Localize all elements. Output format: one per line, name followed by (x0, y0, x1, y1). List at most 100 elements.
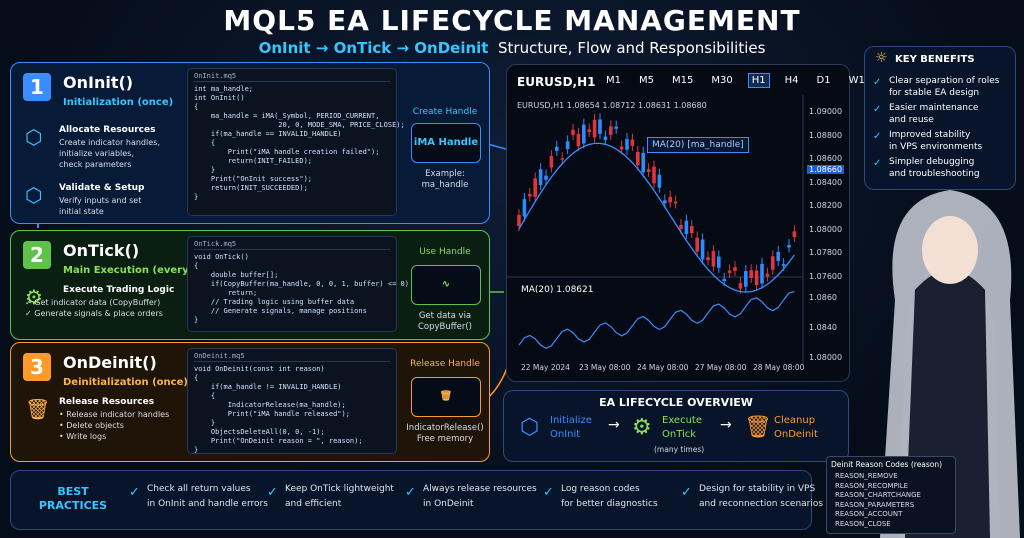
benefits-title: KEY BENEFITS (895, 54, 975, 65)
check-icon: ✓ (681, 485, 692, 500)
handle-label: Create Handle (412, 107, 478, 117)
code-line: ObjectsDeleteAll(0, 0, -1); (194, 428, 325, 436)
stage-icon: ⬡ (25, 125, 43, 149)
practice-line: Check all return values (147, 484, 251, 494)
overview-title: EA LIFECYCLE OVERVIEW (599, 396, 753, 409)
candle-body (776, 251, 780, 262)
code-line: } (194, 419, 216, 427)
chart-symbol: EURUSD,H1 (517, 75, 596, 89)
step-handler: OnDeinit (774, 429, 818, 440)
code-line: if(CopyBuffer(ma_handle, 0, 0, 1, buffer… (194, 280, 409, 288)
item-line: • Write logs (59, 432, 107, 441)
code-line: { (194, 392, 216, 400)
code-line: int ma_handle; (194, 85, 254, 93)
stage-box: 2 OnTick() Main Execution (every tick) ⚙ Exe… (10, 230, 490, 340)
candle-body (717, 256, 721, 268)
candle-body (711, 251, 716, 267)
practice-line: for better diagnostics (561, 499, 658, 509)
candle-body (582, 124, 586, 144)
code-line: Print("OnInit success"); (194, 175, 313, 183)
stage-number: 3 (23, 353, 51, 381)
timeframe: M30 (711, 75, 733, 86)
candle-body (673, 201, 678, 204)
benefits-panel: KEY BENEFITS ☼ ✓ Clear separation of role… (864, 46, 1016, 190)
candle-body (598, 119, 602, 134)
price-label: 1.07600 (809, 271, 843, 281)
stage-number: 2 (23, 241, 51, 269)
handle-box: ∿ (411, 265, 481, 305)
candle-body (652, 166, 656, 184)
stage-box: 3 OnDeinit() Deinitialization (once) 🗑 Relea… (10, 342, 490, 462)
code-line: if(ma_handle != INVALID_HANDLE) (194, 383, 342, 391)
ma-line (518, 142, 795, 293)
item-line: • Release indicator handles (59, 410, 170, 419)
code-line: } (194, 316, 199, 324)
candle-body (690, 226, 694, 234)
practices-title: BEST PRACTICES (23, 485, 123, 513)
handle-note: CopyBuffer() (418, 322, 472, 332)
candle-body (614, 126, 618, 129)
stage-subtitle: Initialization (once) (63, 97, 174, 108)
check-icon: ✓ (129, 485, 140, 500)
code-panel: OnInit.mq5 int ma_handle; int OnInit(){ ma… (187, 68, 405, 216)
code-line: Print("iMA handle released"); (194, 410, 350, 418)
practice-line: in OnDeinit (423, 499, 474, 509)
flow: OnInit → OnTick → OnDeinit (258, 39, 489, 57)
price-label: 1.09000 (809, 107, 843, 116)
candle-body (668, 196, 672, 203)
ma-annotation: MA(20) [ma_handle] (647, 137, 749, 153)
candle-body (663, 200, 667, 204)
price-label: 1.08800 (809, 130, 843, 140)
sub-line (518, 291, 795, 350)
code-line: return(INIT_SUCCEEDED); (194, 184, 308, 192)
candle-body (603, 136, 608, 141)
candle-body (744, 271, 748, 287)
practice-line: Log reason codes (561, 484, 640, 494)
handle-note: Get data via (418, 311, 472, 321)
candle-body (738, 283, 743, 289)
sub-label: MA(20) 1.08621 (521, 285, 594, 295)
chart-plot (507, 95, 804, 365)
code-line: } (194, 446, 199, 454)
title: MQL5 EA LIFECYCLE MANAGEMENT (223, 4, 801, 37)
code-line: double buffer[]; (194, 271, 279, 279)
handle-note: IndicatorRelease() (406, 423, 484, 433)
check-icon: ✓ (873, 158, 882, 169)
stage-box: 1 OnInit() Initialization (once) ⬡ Allocate … (10, 62, 490, 224)
candle-body (706, 257, 710, 261)
handle-label: Release Handle (410, 359, 480, 369)
subtitle-text: Structure, Flow and Responsibilities (498, 39, 766, 57)
benefit-line: for stable EA design (889, 88, 980, 98)
character-face (922, 216, 978, 284)
stage-icon: 🗑 (25, 397, 51, 421)
current-price: 1.08660 (807, 165, 845, 174)
benefit-line: and reuse (889, 115, 934, 125)
step-icon: ⬡ (520, 415, 540, 440)
step-arrow: → (720, 417, 732, 433)
reason-code: REASON_ACCOUNT (835, 510, 903, 518)
code-line: IndicatorRelease(ma_handle); (194, 401, 346, 409)
candle-body (609, 126, 613, 135)
handle-label: Use Handle (419, 247, 471, 257)
practices-title-line: BEST (57, 485, 89, 498)
code-line: Print("iMA handle creation failed"); (194, 148, 380, 156)
stage-name: OnDeinit() (63, 353, 157, 372)
code-line: ma_handle = iMA(_Symbol, PERIOD_CURRENT, (194, 112, 380, 120)
candle-body (625, 139, 629, 150)
check-icon: ✓ (873, 131, 882, 142)
code-panel: OnTick.mq5 void OnTick(){ double buffer[]… (187, 236, 409, 332)
candle-body (619, 146, 624, 150)
candle-body (679, 224, 683, 230)
check-icon: ✓ (543, 485, 554, 500)
code-line: void OnDeinit(const int reason) (194, 365, 325, 373)
practice-line: Keep OnTick lightweight (285, 484, 394, 494)
sub-price-label: 1.0860 (809, 293, 837, 302)
candle-body (528, 194, 532, 197)
stage-subtitle: Main Execution (every tick) (63, 265, 218, 276)
candle-body (646, 169, 651, 173)
timeframe: M1 (606, 75, 621, 86)
step-action: Cleanup (774, 415, 816, 426)
step-action: Initialize (550, 415, 592, 426)
candle-body (576, 133, 581, 147)
